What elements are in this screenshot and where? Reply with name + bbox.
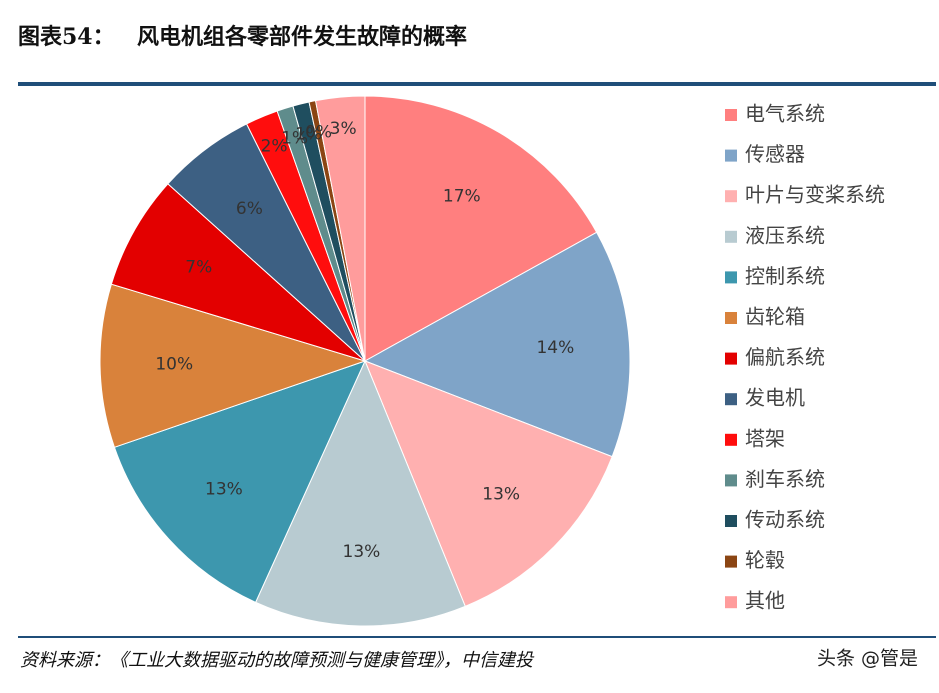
data-label: 0% <box>305 122 332 142</box>
legend-label: 电气系统 <box>745 102 825 126</box>
data-label: 13% <box>482 485 520 505</box>
legend-label: 偏航系统 <box>745 345 825 369</box>
data-label: 1% <box>281 129 308 149</box>
data-label: 7% <box>185 257 212 277</box>
legend-label: 传动系统 <box>745 508 825 532</box>
legend-label: 刹车系统 <box>745 467 825 491</box>
legend-swatch <box>725 515 737 527</box>
legend-label: 液压系统 <box>745 223 825 247</box>
data-label: 17% <box>443 187 481 207</box>
pie-slice <box>110 183 366 362</box>
legend-swatch <box>725 149 737 162</box>
figure-label: 图表54： <box>18 24 115 50</box>
legend-label: 传感器 <box>745 142 805 166</box>
pie-slice <box>364 360 613 607</box>
data-label: 3% <box>330 119 357 139</box>
legend-swatch <box>725 109 737 121</box>
legend-swatch <box>725 271 737 284</box>
legend-swatch <box>725 555 737 568</box>
data-label: 2% <box>261 136 288 156</box>
pie-slice <box>254 359 466 627</box>
pie-slice <box>364 95 598 362</box>
legend-swatch <box>725 433 737 446</box>
data-label: 13% <box>205 479 243 499</box>
chart-title: 风电机组各零部件发生故障的概率 <box>137 24 467 50</box>
legend-swatch <box>725 312 737 324</box>
legend-swatch <box>725 190 737 203</box>
pie-slice <box>314 95 366 362</box>
source-note: 资料来源：《工业大数据驱动的故障预测与健康管理》，中信建投 <box>20 650 535 671</box>
header-rule <box>18 82 936 86</box>
legend-swatch <box>725 596 737 609</box>
legend-swatch <box>725 230 737 243</box>
data-label: 10% <box>155 355 193 375</box>
pie-slice <box>99 283 367 448</box>
footer-rule <box>18 636 936 638</box>
data-label: 13% <box>343 542 381 562</box>
watermark: 头条 @管是 <box>817 648 918 670</box>
legend-swatch <box>725 393 737 406</box>
legend-swatch <box>725 474 737 487</box>
data-label: 6% <box>236 199 263 219</box>
pie-slice <box>113 360 366 604</box>
legend-swatch <box>725 352 737 365</box>
legend-label: 其他 <box>745 589 785 613</box>
legend-label: 发电机 <box>745 386 805 410</box>
legend-label: 塔架 <box>745 426 785 450</box>
legend-label: 控制系统 <box>745 264 825 288</box>
legend-label: 轮毂 <box>745 548 785 572</box>
legend-label: 齿轮箱 <box>745 305 805 329</box>
legend-label: 叶片与变桨系统 <box>745 183 885 207</box>
data-label: 14% <box>536 338 574 358</box>
data-label: 1% <box>295 125 322 145</box>
pie-slice <box>363 231 631 458</box>
